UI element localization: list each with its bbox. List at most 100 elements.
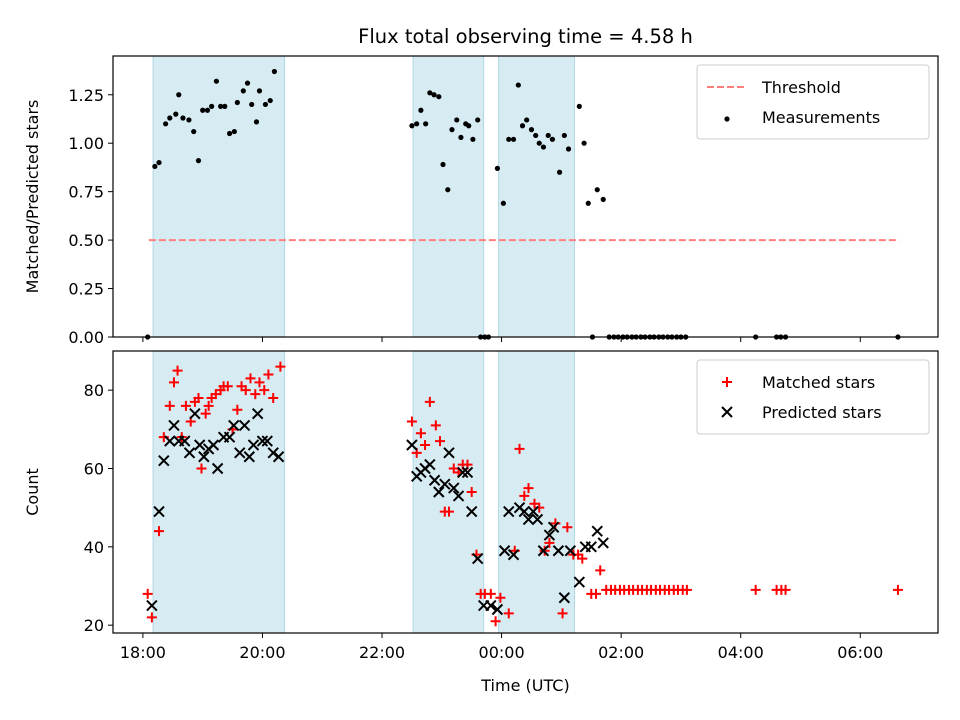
- data-point: [585, 541, 597, 553]
- data-point: [250, 389, 261, 400]
- data-point: [196, 463, 207, 474]
- data-point: [245, 373, 256, 384]
- data-point: [600, 196, 606, 203]
- data-point: [449, 127, 455, 133]
- data-point: [485, 588, 496, 599]
- data-point: [515, 82, 521, 88]
- observing-interval: [152, 55, 286, 338]
- data-point: [207, 439, 220, 451]
- data-point: [549, 136, 556, 142]
- axes-frame: [112, 350, 939, 634]
- data-point: [191, 128, 197, 135]
- legend-marker: [722, 377, 732, 387]
- data-point: [164, 400, 175, 411]
- y-tick-label: 40: [84, 538, 104, 557]
- data-point: [577, 553, 588, 564]
- data-point: [445, 187, 451, 193]
- data-point: [198, 451, 210, 463]
- data-point: [234, 447, 246, 459]
- data-point: [142, 588, 153, 599]
- data-point: [892, 584, 903, 595]
- legend: Matched stars Predicted stars: [696, 359, 930, 435]
- y-tick-label: 0.25: [68, 280, 104, 299]
- data-point: [164, 435, 176, 447]
- data-point: [780, 584, 791, 595]
- data-point: [158, 454, 170, 467]
- data-point: [430, 420, 441, 431]
- data-point: [597, 537, 609, 549]
- data-point: [431, 92, 437, 98]
- data-point: [519, 490, 530, 501]
- legend-label: Measurements: [762, 108, 880, 127]
- data-point: [263, 369, 274, 380]
- series-measurements: [145, 68, 901, 340]
- x-tick-label: 20:00: [239, 643, 285, 662]
- data-point: [545, 132, 551, 139]
- x-tick-label: 22:00: [359, 643, 405, 662]
- data-point: [414, 121, 420, 127]
- x-tick-label: 04:00: [718, 643, 764, 662]
- data-point: [180, 115, 186, 121]
- data-point: [244, 80, 251, 86]
- data-point: [409, 123, 415, 129]
- data-point: [585, 200, 591, 206]
- data-point: [156, 159, 162, 166]
- data-point: [204, 107, 211, 113]
- data-point: [435, 436, 446, 447]
- data-point: [527, 505, 539, 518]
- observing-interval: [498, 55, 576, 338]
- data-point: [267, 447, 279, 459]
- data-point: [681, 584, 692, 595]
- y-tick-label: 80: [84, 381, 104, 400]
- y-tick-label: 0.50: [68, 231, 104, 250]
- data-point: [595, 565, 606, 576]
- data-point: [168, 377, 179, 388]
- data-point: [193, 439, 206, 451]
- y-tick-label: 0.00: [68, 328, 104, 347]
- data-point: [176, 92, 182, 98]
- y-tick-label: 0.75: [68, 183, 104, 202]
- data-point: [183, 447, 196, 459]
- data-point: [485, 599, 497, 612]
- data-point: [494, 165, 501, 171]
- data-point: [256, 435, 269, 447]
- y-tick-label: 1.00: [68, 134, 104, 153]
- legend-box: [696, 359, 930, 435]
- data-point: [503, 505, 515, 518]
- chart-title: Flux total observing time = 4.58 h: [358, 25, 693, 48]
- data-point: [433, 486, 445, 498]
- legend: Threshold Measurements: [696, 64, 930, 140]
- data-point: [528, 127, 535, 133]
- data-point: [436, 94, 442, 100]
- data-point: [222, 381, 233, 392]
- data-point: [507, 548, 520, 561]
- data-point: [228, 419, 240, 432]
- x-tick-label: 18:00: [120, 643, 166, 662]
- data-point: [466, 123, 472, 129]
- data-point: [490, 616, 501, 627]
- data-point: [249, 101, 255, 108]
- series-matched-stars: [142, 361, 903, 627]
- data-point: [193, 393, 204, 403]
- data-point: [406, 416, 417, 427]
- data-point: [146, 599, 158, 612]
- data-point: [440, 161, 446, 168]
- x-axis-label: Time (UTC): [480, 676, 569, 695]
- data-point: [167, 115, 173, 121]
- data-point: [253, 119, 260, 125]
- data-point: [443, 447, 455, 459]
- data-point: [415, 428, 426, 439]
- y-axis-label: Count: [23, 468, 42, 516]
- data-point: [424, 396, 435, 407]
- data-point: [471, 552, 484, 565]
- y-tick-label: 60: [84, 460, 104, 479]
- data-point: [226, 130, 233, 137]
- data-point: [172, 365, 183, 376]
- data-point: [519, 123, 526, 129]
- data-point: [179, 435, 191, 447]
- data-point: [522, 513, 535, 526]
- data-point: [498, 545, 511, 557]
- data-point: [452, 490, 465, 502]
- data-point: [256, 88, 263, 94]
- y-tick-label: 20: [84, 616, 104, 635]
